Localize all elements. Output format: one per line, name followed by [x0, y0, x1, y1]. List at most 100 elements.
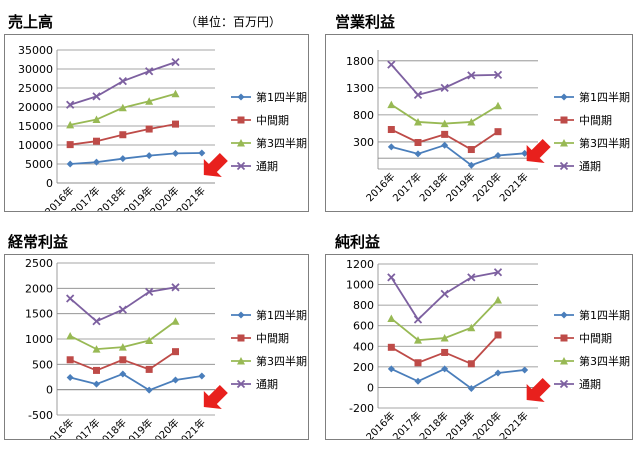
series-1 [66, 120, 179, 149]
data-point [414, 150, 422, 158]
data-point [145, 152, 153, 160]
chart-panel-net-profit: -200 0 200 400 600 800 1000 1200 2016年 2017年 2018年… [325, 254, 633, 440]
legend-label: 第3四半期 [256, 136, 307, 150]
y-tick-label: 0 [46, 384, 53, 397]
y-tick-label: -500 [28, 409, 53, 422]
data-point [560, 311, 568, 319]
data-point [494, 369, 502, 377]
data-point [467, 71, 476, 80]
legend-item: 中間期 [231, 114, 289, 127]
x-tick-label: 2021年 [497, 409, 531, 439]
series-0 [66, 370, 206, 394]
legend-item: 第3四半期 [554, 354, 630, 368]
data-point [441, 365, 449, 373]
highlight-arrow [203, 385, 228, 409]
data-point [172, 120, 179, 128]
data-point [521, 366, 529, 374]
data-point [494, 296, 502, 304]
y-tick-label: 0 [46, 177, 53, 190]
y-tick-label: 30000 [18, 63, 53, 76]
legend-item: 中間期 [554, 332, 612, 345]
data-point [119, 356, 127, 364]
data-point [494, 128, 502, 136]
chart-panel-ordinary-profit: -500 0 500 1000 1500 2000 2500 2016年 2017年 2018年 2… [4, 254, 309, 440]
chart-panel-operating-profit: 300 800 1300 1800 2016年 2017年 2018年 2019年 2020年 2… [325, 34, 633, 212]
series-line [69, 286, 176, 323]
series-2 [387, 100, 502, 128]
data-point [66, 100, 75, 109]
legend-label: 通期 [579, 378, 601, 391]
series-2 [387, 296, 502, 344]
legend-item: 通期 [554, 160, 601, 173]
data-point [92, 345, 101, 353]
data-point [171, 317, 180, 325]
highlight-arrow [526, 378, 551, 402]
legend-label: 通期 [579, 160, 601, 173]
data-point [66, 294, 75, 303]
data-point [560, 139, 568, 147]
series-0 [387, 141, 529, 169]
data-point [441, 141, 449, 149]
series-3 [387, 268, 503, 324]
legend-label: 中間期 [579, 114, 612, 127]
legend-item: 中間期 [231, 332, 289, 345]
legend-item: 第3四半期 [231, 354, 307, 368]
data-point [560, 93, 568, 101]
y-tick-label: 1300 [346, 82, 374, 95]
gridlines: -500 0 500 1000 1500 2000 2500 [25, 257, 215, 422]
y-tick-label: 5000 [25, 158, 53, 171]
data-point [92, 115, 101, 124]
data-point [387, 314, 396, 323]
data-point [145, 336, 154, 345]
legend-label: 第1四半期 [256, 308, 307, 322]
chart-title: 営業利益 [335, 13, 396, 31]
data-point [494, 101, 502, 110]
data-point [66, 331, 75, 340]
series-2 [66, 317, 180, 353]
chart-title: 売上高 [8, 13, 54, 31]
data-point [387, 365, 395, 373]
data-point [119, 155, 127, 163]
series-line [390, 367, 525, 390]
data-point [171, 89, 180, 98]
data-point [414, 336, 422, 344]
y-tick-label: 2500 [25, 257, 53, 270]
data-point [559, 379, 569, 389]
data-point [92, 317, 101, 326]
data-point [93, 158, 100, 166]
data-point [237, 334, 245, 342]
data-point [198, 372, 206, 380]
data-point [172, 149, 179, 157]
chart-svg: 300 800 1300 1800 2016年2017年2018年2019年2020年2… [346, 50, 630, 204]
x-tick-label: 2017年 [68, 184, 102, 211]
legend-label: 第1四半期 [256, 90, 307, 104]
legend-label: 第3四半期 [579, 136, 630, 150]
y-tick-label: 200 [353, 361, 374, 374]
data-point [145, 125, 153, 133]
data-point [467, 117, 476, 126]
data-point [387, 143, 395, 151]
data-point [441, 130, 449, 138]
data-point [560, 334, 568, 342]
data-point [171, 58, 180, 67]
legend-label: 通期 [256, 378, 278, 391]
x-tick-label: 2018年 [417, 170, 451, 204]
data-point [414, 377, 422, 385]
data-point [467, 161, 475, 169]
data-point [467, 384, 475, 392]
y-tick-label: 20000 [18, 101, 53, 114]
series-line [390, 64, 499, 96]
x-tick-label: 2021年 [497, 170, 531, 204]
data-point [493, 70, 503, 80]
chart-panel-sales: 0 5000 10000 15000 20000 25000 30000 35000 2016年… [4, 34, 309, 212]
y-tick-label: 10000 [18, 139, 53, 152]
chart-title: 純利益 [335, 233, 381, 251]
x-tick-label: 2016年 [363, 170, 397, 204]
y-tick-label: 35000 [18, 44, 53, 57]
data-point [387, 100, 396, 109]
data-point [237, 116, 245, 124]
data-point [66, 374, 74, 382]
